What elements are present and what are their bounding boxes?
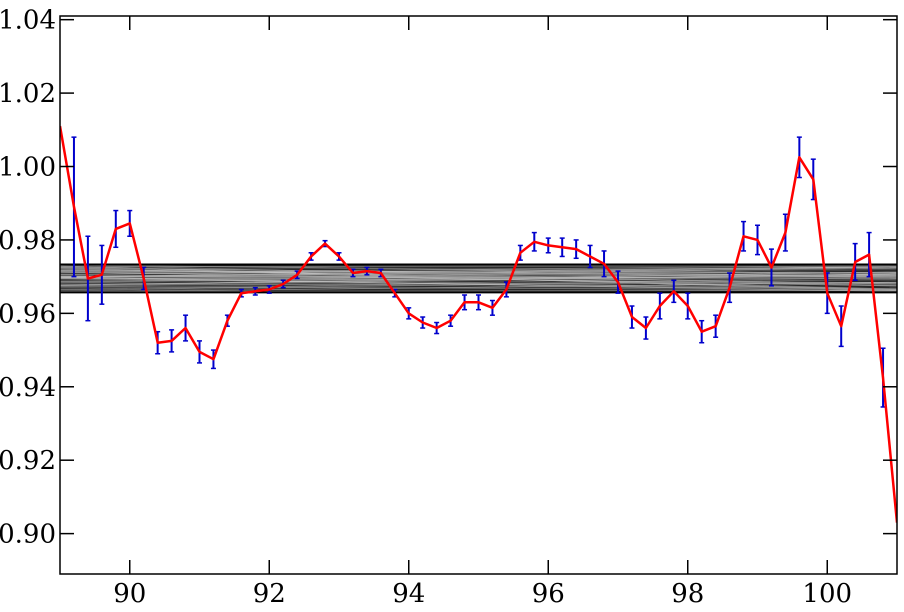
y-tick-label: 0.92 [0, 446, 56, 476]
band-line [60, 281, 897, 293]
axis-ticks [60, 16, 897, 574]
y-tick-label: 1.04 [0, 6, 56, 36]
band-line [60, 286, 897, 291]
x-tick-label: 92 [253, 579, 286, 609]
band-line [60, 267, 897, 291]
noise-band [60, 263, 897, 294]
band-line [60, 275, 897, 279]
band-line [60, 273, 897, 286]
y-tick-label: 0.98 [0, 226, 56, 256]
series-line-0 [60, 125, 897, 523]
band-line [60, 266, 897, 275]
x-tick-label: 100 [802, 579, 852, 609]
x-tick-label: 90 [113, 579, 146, 609]
band-line [60, 289, 897, 292]
band-line [60, 264, 897, 287]
y-tick-label: 0.94 [0, 373, 56, 403]
band-line [60, 281, 897, 285]
y-tick-label: 0.96 [0, 299, 56, 329]
axis-tick-labels: 90 92 94 96 98 100 0.90 0.92 0.94 0.96 0.98 1.00 1.0… [0, 6, 852, 609]
x-tick-label: 94 [392, 579, 425, 609]
y-tick-label: 1.00 [0, 153, 56, 183]
data-lines [60, 125, 897, 523]
band-line [60, 271, 897, 290]
plot-frame [59, 15, 898, 575]
y-tick-label: 0.90 [0, 520, 56, 550]
x-tick-label: 96 [532, 579, 565, 609]
y-tick-label: 1.02 [0, 79, 56, 109]
x-tick-label: 98 [671, 579, 704, 609]
